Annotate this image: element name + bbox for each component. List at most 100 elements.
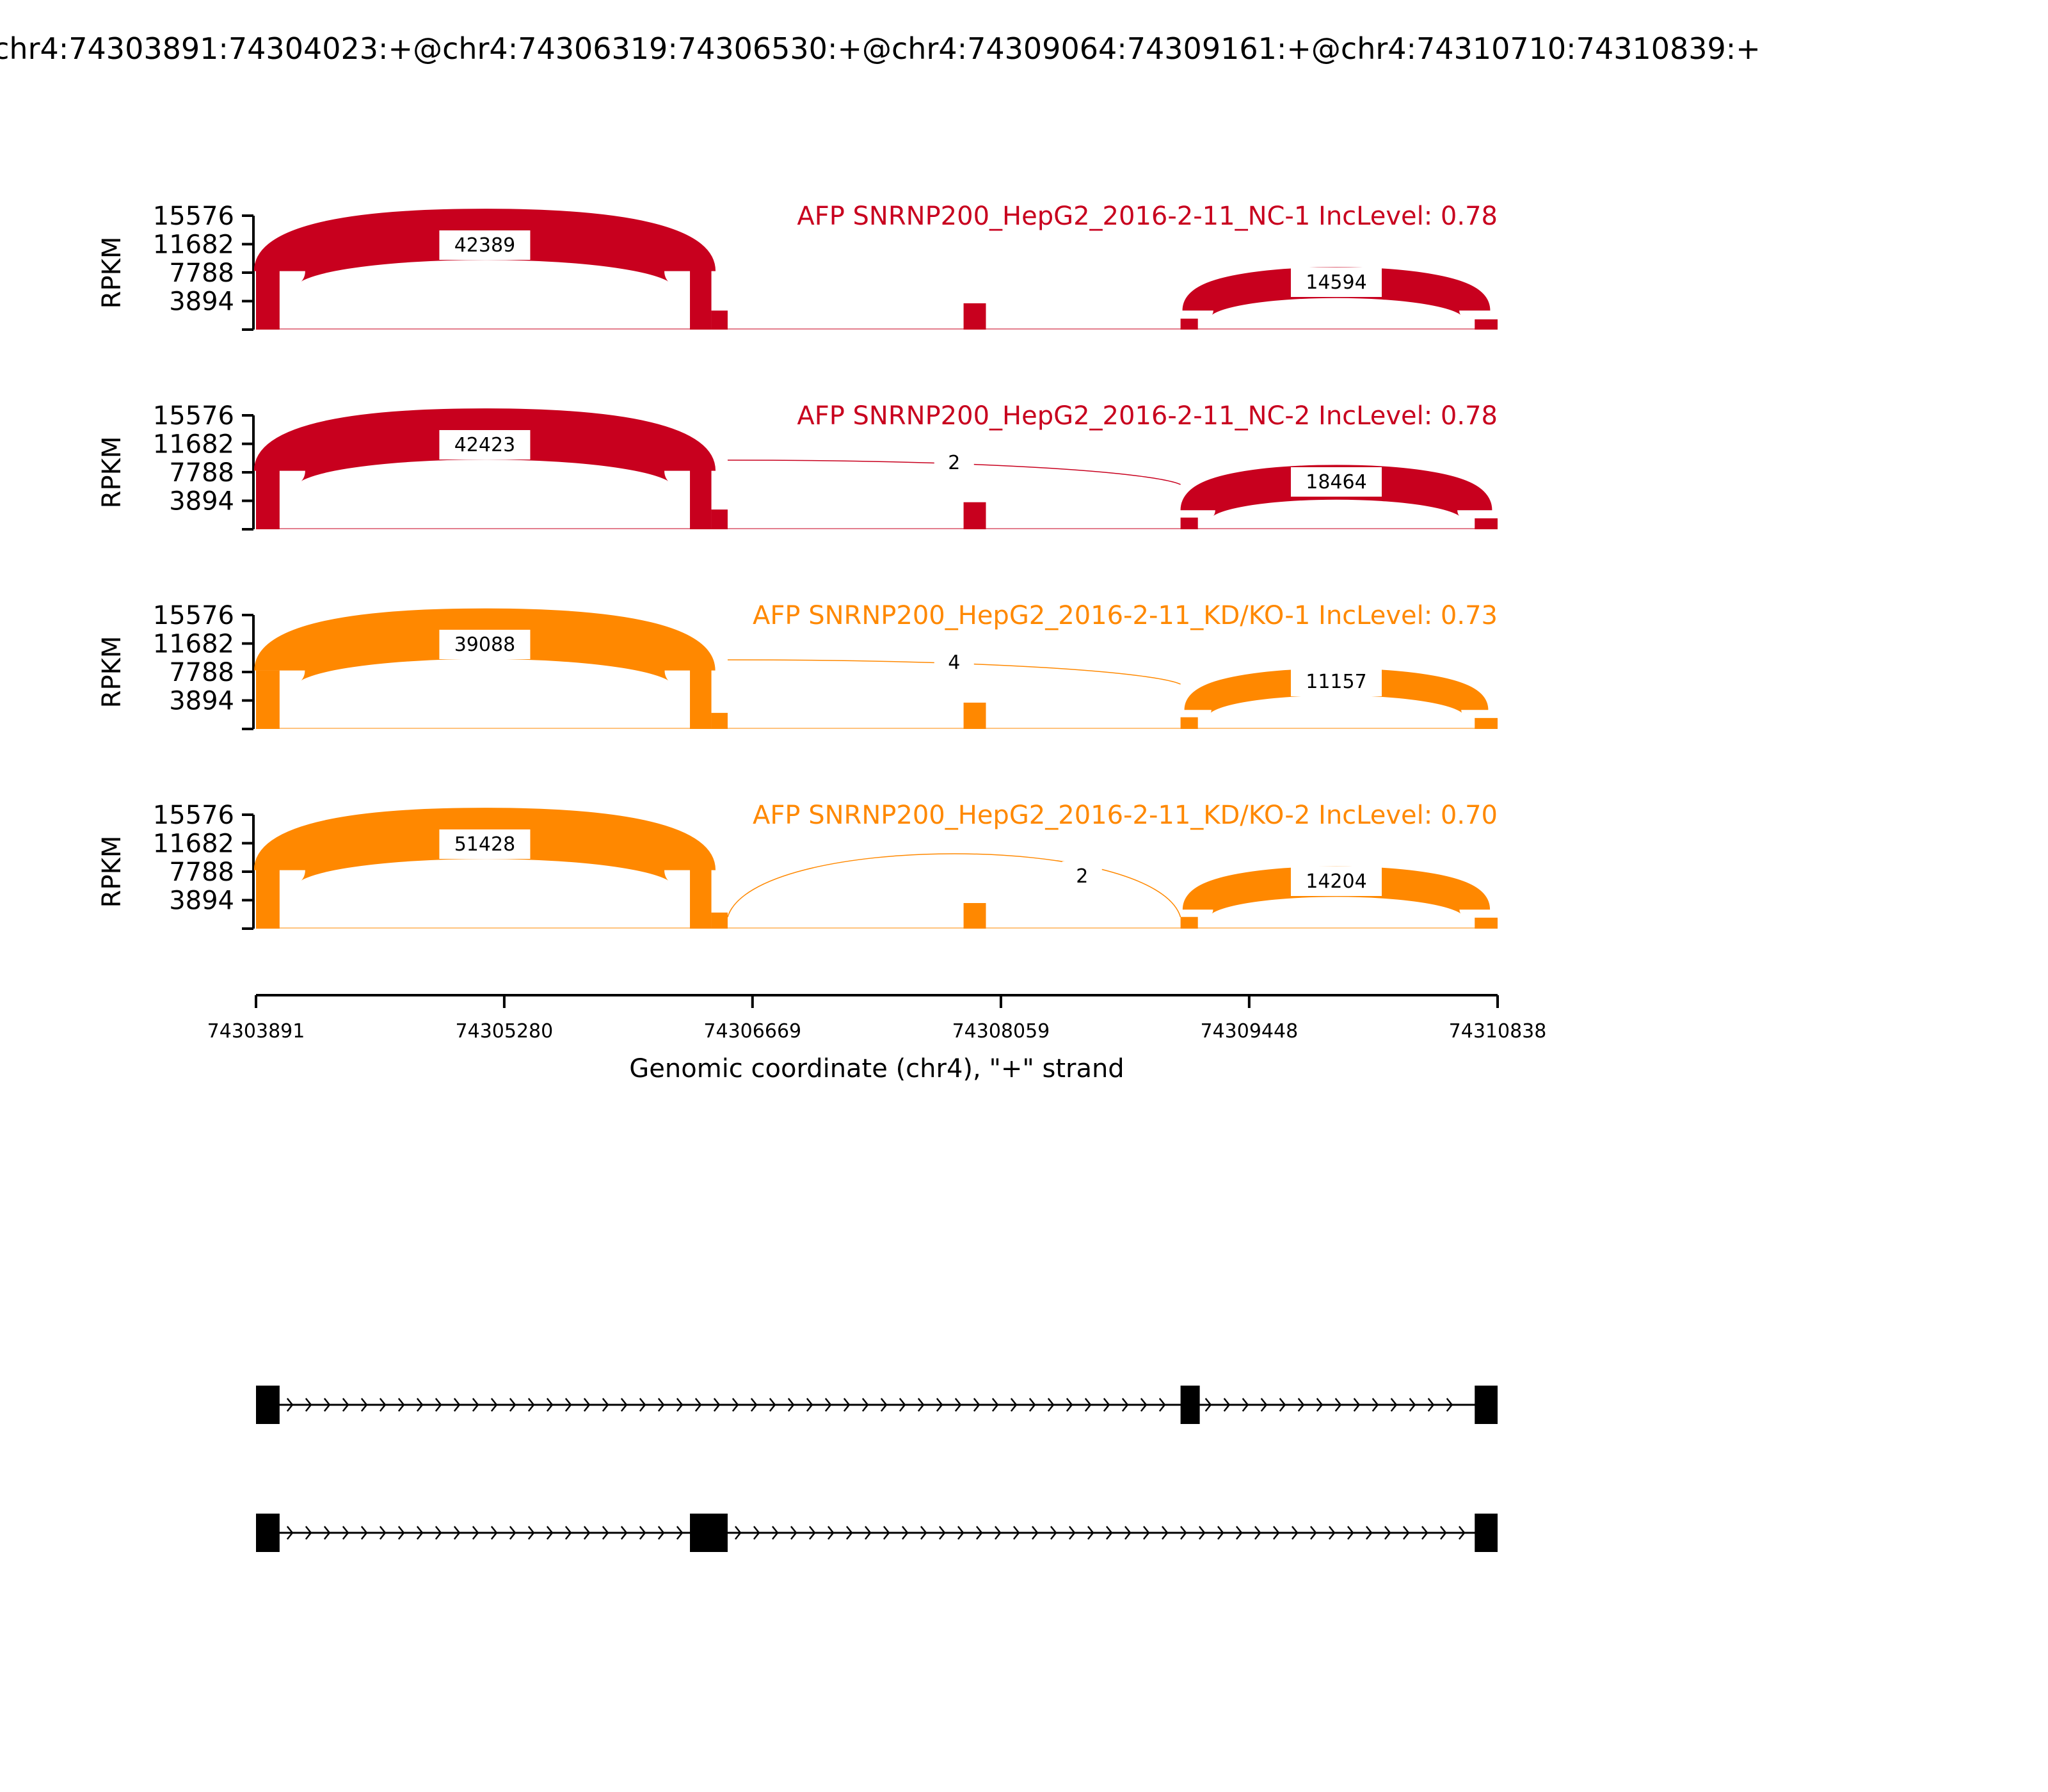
strand-arrow-icon: [880, 1398, 888, 1412]
isoform-track: [256, 1386, 1498, 1424]
y-tick-label: 3894: [169, 287, 234, 317]
junction-count-label: 2: [1076, 865, 1088, 888]
junction-arc: [727, 659, 1181, 685]
strand-arrow-icon: [1421, 1526, 1428, 1540]
sample-label: AFP SNRNP200_HepG2_2016-2-11_NC-1 IncLev…: [797, 202, 1498, 231]
y-axis-label: RPKM: [97, 237, 127, 309]
strand-arrow-icon: [286, 1398, 294, 1412]
strand-arrow-icon: [771, 1526, 779, 1540]
strand-arrow-icon: [397, 1526, 405, 1540]
chart-title: chr4:74303891:74304023:+@chr4:74306319:7…: [0, 31, 1761, 66]
strand-arrow-icon: [1140, 1398, 1148, 1412]
y-tick-label: 11682: [153, 630, 234, 659]
strand-arrow-icon: [490, 1398, 498, 1412]
strand-arrow-icon: [416, 1526, 424, 1540]
strand-arrow-icon: [490, 1526, 498, 1540]
strand-arrow-icon: [453, 1398, 461, 1412]
y-tick-label: 7788: [169, 658, 234, 687]
strand-arrow-icon: [1158, 1398, 1166, 1412]
strand-arrow-icon: [323, 1398, 331, 1412]
y-tick-label: 15576: [153, 202, 234, 231]
y-tick-label: 3894: [169, 886, 234, 916]
strand-arrow-icon: [1279, 1398, 1286, 1412]
junction-count-label: 42423: [454, 434, 515, 456]
strand-arrow-icon: [286, 1526, 294, 1540]
junction-label-box: [439, 430, 531, 460]
coverage-bar: [963, 702, 986, 729]
strand-arrow-icon: [360, 1398, 368, 1412]
strand-arrow-icon: [1010, 1398, 1018, 1412]
strand-arrow-icon: [1012, 1526, 1020, 1540]
strand-arrow-icon: [1272, 1526, 1280, 1540]
strand-arrow-icon: [676, 1398, 684, 1412]
coverage-bar: [1475, 518, 1498, 529]
strand-arrow-icon: [305, 1398, 312, 1412]
strand-arrow-icon: [973, 1398, 980, 1412]
strand-arrow-icon: [435, 1526, 442, 1540]
junction-arc: [727, 460, 1181, 485]
strand-arrow-icon: [1254, 1526, 1261, 1540]
junction-label-box: [1290, 667, 1382, 696]
junction-count-label: 14204: [1306, 870, 1366, 893]
strand-arrow-icon: [901, 1526, 909, 1540]
strand-arrow-icon: [564, 1398, 572, 1412]
exon-block: [256, 1514, 280, 1552]
strand-arrow-icon: [1121, 1398, 1129, 1412]
strand-arrow-icon: [305, 1526, 312, 1540]
strand-arrow-icon: [360, 1526, 368, 1540]
strand-arrow-icon: [808, 1526, 816, 1540]
strand-arrow-icon: [1409, 1398, 1416, 1412]
strand-arrow-icon: [1260, 1398, 1268, 1412]
junction-label-box: [934, 648, 974, 677]
strand-arrow-icon: [917, 1398, 925, 1412]
strand-arrow-icon: [1142, 1526, 1150, 1540]
strand-arrow-icon: [323, 1526, 331, 1540]
strand-arrow-icon: [527, 1526, 535, 1540]
strand-arrow-icon: [509, 1398, 516, 1412]
strand-arrow-icon: [1353, 1398, 1361, 1412]
strand-arrow-icon: [694, 1398, 702, 1412]
coverage-bar: [711, 712, 728, 729]
strand-arrow-icon: [527, 1398, 535, 1412]
strand-arrow-icon: [790, 1526, 797, 1540]
strand-arrow-icon: [546, 1526, 554, 1540]
coverage-bar: [963, 303, 986, 330]
strand-arrow-icon: [806, 1398, 813, 1412]
strand-arrow-icon: [1390, 1398, 1398, 1412]
junction-label-box: [1062, 861, 1102, 891]
coverage-bar: [1180, 318, 1198, 330]
y-tick-label: 15576: [153, 601, 234, 630]
x-axis-label: Genomic coordinate (chr4), "+" strand: [629, 1054, 1124, 1084]
strand-arrow-icon: [509, 1526, 516, 1540]
strand-arrow-icon: [732, 1398, 739, 1412]
junction-label-box: [1290, 268, 1382, 297]
junction-label-box: [439, 230, 531, 260]
strand-arrow-icon: [1427, 1398, 1435, 1412]
strand-arrow-icon: [975, 1526, 983, 1540]
strand-arrow-icon: [453, 1526, 461, 1540]
strand-arrow-icon: [583, 1526, 591, 1540]
strand-arrow-icon: [472, 1526, 479, 1540]
strand-arrow-icon: [416, 1398, 424, 1412]
strand-arrow-icon: [1439, 1526, 1447, 1540]
strand-arrow-icon: [827, 1526, 835, 1540]
strand-arrow-icon: [957, 1526, 964, 1540]
coverage-bar: [690, 867, 712, 929]
coverage-bar: [256, 670, 280, 729]
strand-arrow-icon: [769, 1398, 776, 1412]
strand-arrow-icon: [546, 1398, 554, 1412]
coverage-bar: [1475, 717, 1498, 729]
y-axis-label: RPKM: [97, 836, 127, 908]
coverage-bar: [1180, 517, 1198, 529]
exon-block: [256, 1386, 280, 1424]
coverage-bar: [690, 266, 712, 330]
strand-arrow-icon: [954, 1398, 962, 1412]
strand-arrow-icon: [1124, 1526, 1132, 1540]
strand-arrow-icon: [639, 1526, 646, 1540]
strand-arrow-icon: [883, 1526, 890, 1540]
exon-block: [1475, 1386, 1498, 1424]
strand-arrow-icon: [639, 1398, 646, 1412]
isoform-track: [256, 1514, 1498, 1552]
strand-arrow-icon: [991, 1398, 999, 1412]
